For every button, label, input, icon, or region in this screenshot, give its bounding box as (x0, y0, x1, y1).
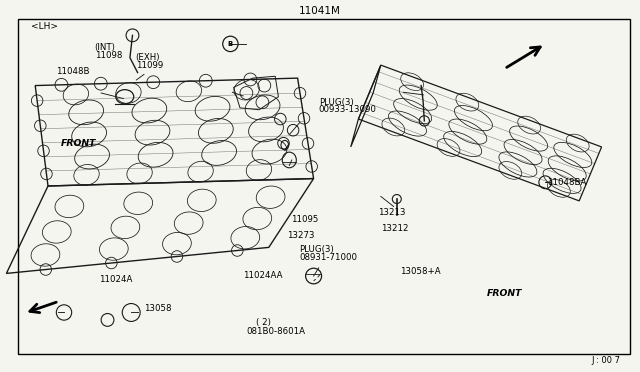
Text: FRONT: FRONT (486, 289, 522, 298)
Text: 11098: 11098 (95, 51, 122, 60)
Text: (INT): (INT) (95, 43, 116, 52)
Text: 13058+A: 13058+A (400, 267, 440, 276)
Text: PLUG(3): PLUG(3) (319, 98, 353, 107)
Text: 00933-13090: 00933-13090 (319, 105, 376, 114)
Text: 13058: 13058 (144, 304, 172, 313)
Text: 13273: 13273 (287, 231, 314, 240)
Text: 11024AA: 11024AA (243, 271, 283, 280)
Text: 11099: 11099 (136, 61, 163, 70)
Text: PLUG(3): PLUG(3) (300, 246, 334, 254)
Text: ( 2): ( 2) (256, 318, 271, 327)
Text: 13213: 13213 (378, 208, 405, 217)
Text: 11041M: 11041M (299, 6, 341, 16)
Text: <LH>: <LH> (31, 22, 58, 31)
Text: B: B (228, 41, 233, 47)
Text: 11048BA: 11048BA (547, 178, 587, 187)
Text: 11095: 11095 (291, 215, 319, 224)
Text: 13212: 13212 (381, 224, 408, 233)
Text: (EXH): (EXH) (136, 53, 160, 62)
Text: J : 00 7: J : 00 7 (592, 356, 621, 365)
Text: 08931-71000: 08931-71000 (300, 253, 358, 262)
Text: 081B0-8601A: 081B0-8601A (246, 327, 305, 336)
Text: 11024A: 11024A (99, 275, 132, 283)
Text: 11048B: 11048B (56, 67, 90, 76)
Text: FRONT: FRONT (61, 139, 96, 148)
